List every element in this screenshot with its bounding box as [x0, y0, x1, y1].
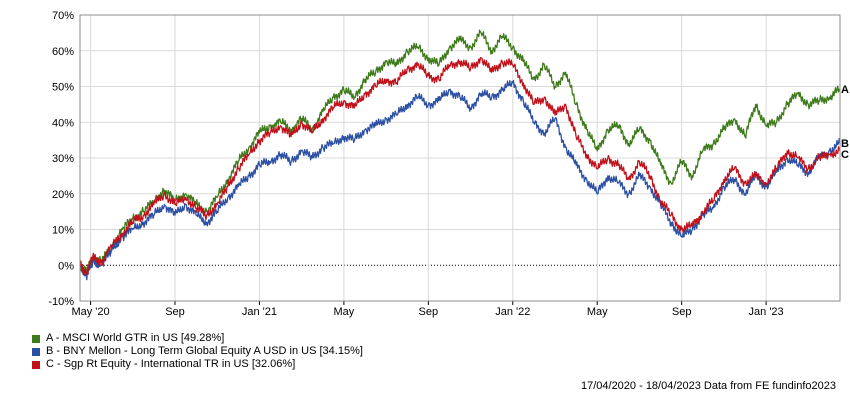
series-end-label-c: C: [841, 149, 849, 161]
series-line-c: [79, 57, 841, 276]
y-axis-ticks: 70% 60% 50% 40% 30% 20% 10% 0% -10%: [48, 10, 74, 308]
y-tick-label: 70%: [52, 10, 74, 22]
date-range-footer: 17/04/2020 - 18/04/2023 Data from FE fun…: [580, 380, 836, 392]
y-tick-label: 0%: [58, 260, 74, 272]
y-tick-label: 10%: [52, 225, 74, 237]
x-tick-label: Sep: [672, 306, 692, 318]
y-tick-label: 40%: [52, 117, 74, 129]
y-tick-label: 30%: [52, 153, 74, 165]
series-end-label-b: B: [841, 138, 849, 150]
legend-swatch-a: [32, 334, 40, 343]
series-lines: A BC: [79, 29, 849, 281]
legend-label-b: B - BNY Mellon - Long Term Global Equity…: [46, 345, 363, 357]
y-tick-label: 20%: [52, 189, 74, 201]
series-end-label-a: A: [841, 84, 849, 96]
x-axis-ticks: May '20 Sep Jan '21 May Sep Jan '22 May Sep Jan …: [71, 301, 784, 318]
plot-border: [79, 14, 841, 302]
legend-label-a: A - MSCI World GTR in US [49.28%]: [46, 332, 225, 344]
x-tick-label: Jan '22: [495, 306, 530, 318]
legend-item-a: A - MSCI World GTR in US [49.28%]: [32, 332, 363, 345]
series-line-a: [79, 29, 841, 274]
y-tick-label: -10%: [48, 296, 74, 308]
legend-swatch-c: [32, 360, 40, 369]
legend-item-c: C - Sgp Rt Equity - International TR in …: [32, 358, 363, 371]
x-tick-label: May '20: [71, 306, 109, 318]
line-chart: 70% 60% 50% 40% 30% 20% 10% 0% -10% May '20 Sep Ja…: [48, 10, 849, 318]
legend: A - MSCI World GTR in US [49.28%] B - BN…: [32, 332, 363, 371]
x-tick-label: May: [587, 306, 608, 318]
legend-label-c: C - Sgp Rt Equity - International TR in …: [46, 358, 296, 370]
x-tick-label: Jan '23: [749, 306, 784, 318]
x-tick-label: Sep: [165, 306, 185, 318]
plot-frame: [79, 14, 841, 302]
legend-swatch-b: [32, 347, 40, 356]
gridlines: [80, 14, 840, 302]
x-tick-label: Sep: [419, 306, 439, 318]
y-tick-label: 60%: [52, 46, 74, 58]
series-line-b: [79, 79, 841, 281]
legend-item-b: B - BNY Mellon - Long Term Global Equity…: [32, 345, 363, 358]
x-tick-label: Jan '21: [242, 306, 277, 318]
x-tick-label: May: [333, 306, 354, 318]
y-tick-label: 50%: [52, 82, 74, 94]
